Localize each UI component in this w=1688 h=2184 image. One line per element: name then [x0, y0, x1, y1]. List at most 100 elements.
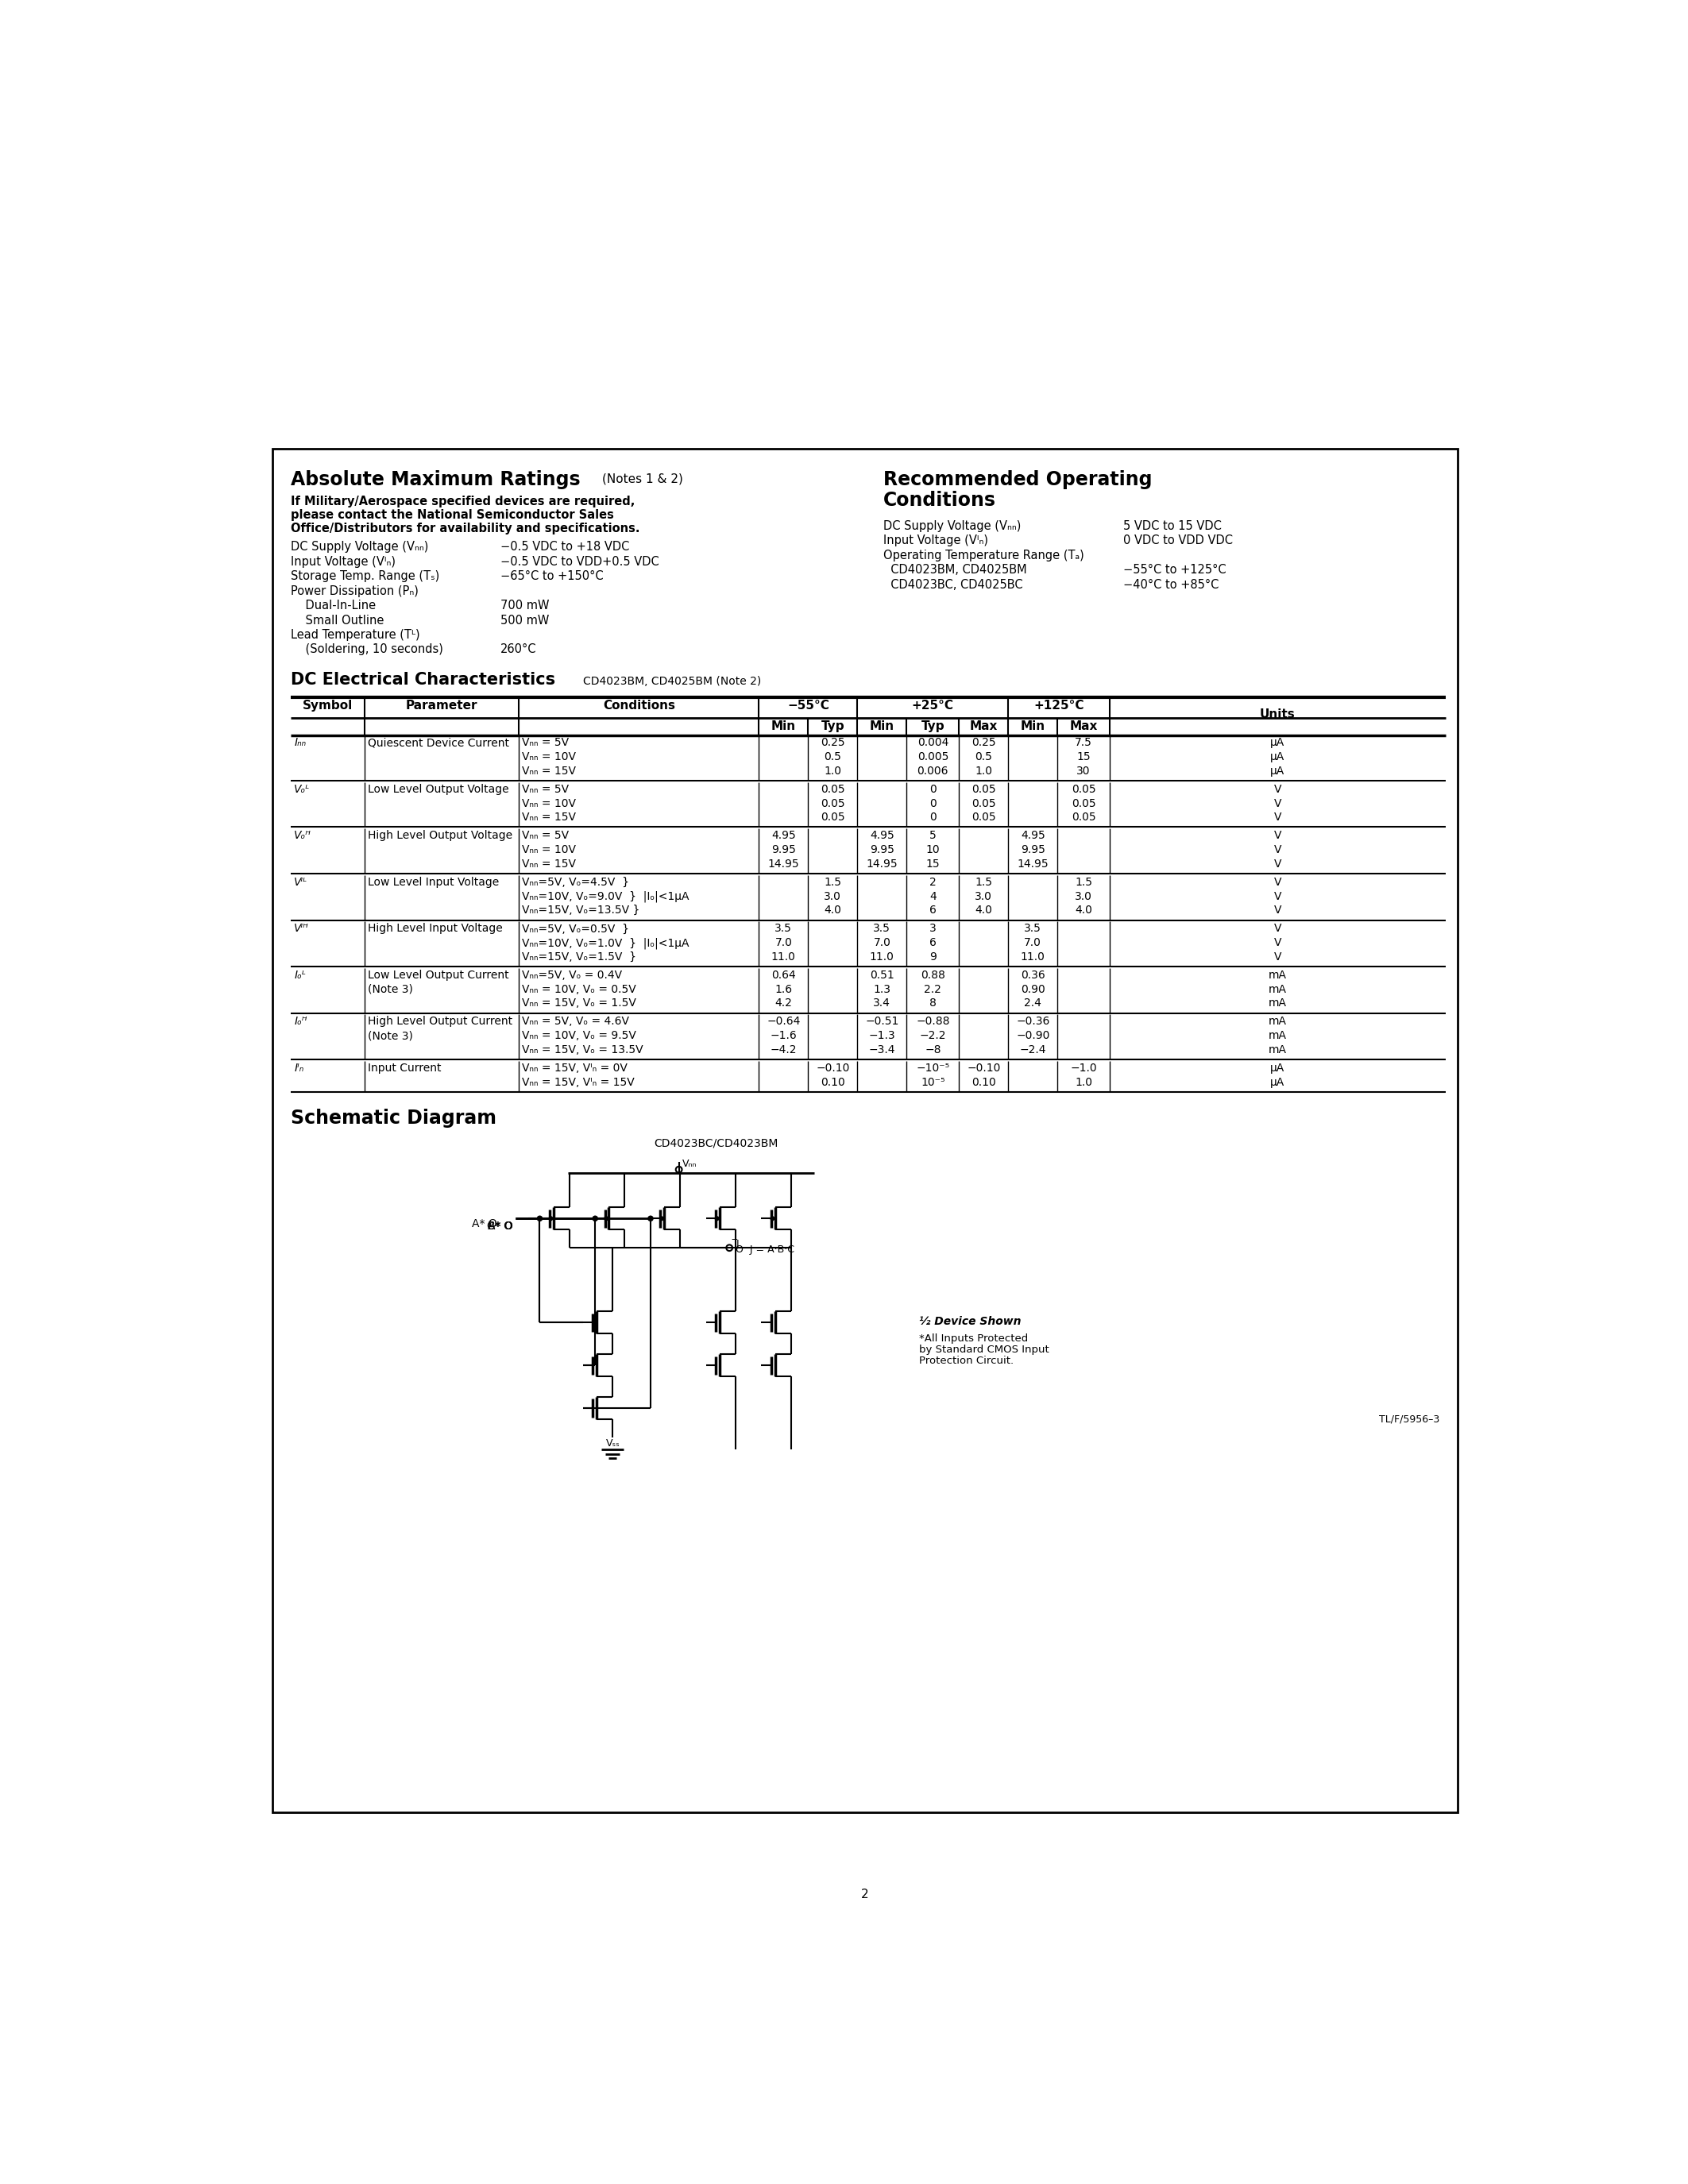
Text: Vₙₙ = 5V: Vₙₙ = 5V — [522, 784, 569, 795]
Text: Conditions: Conditions — [883, 491, 996, 509]
Text: 0.006: 0.006 — [917, 764, 949, 778]
Text: mA: mA — [1268, 970, 1286, 981]
Text: Conditions: Conditions — [603, 699, 675, 712]
Text: 15: 15 — [1077, 751, 1090, 762]
Text: 1.0: 1.0 — [976, 764, 993, 778]
Text: 0: 0 — [930, 797, 937, 808]
Text: (Soldering, 10 seconds): (Soldering, 10 seconds) — [290, 644, 444, 655]
Text: Operating Temperature Range (Tₐ): Operating Temperature Range (Tₐ) — [883, 550, 1084, 561]
Text: −3.4: −3.4 — [869, 1044, 895, 1055]
Text: Vₙₙ = 10V, Vₒ = 9.5V: Vₙₙ = 10V, Vₒ = 9.5V — [522, 1031, 636, 1042]
Circle shape — [537, 1216, 542, 1221]
Text: Iₒᴴ: Iₒᴴ — [294, 1016, 307, 1026]
Text: CD4023BC/CD4023BM: CD4023BC/CD4023BM — [653, 1138, 778, 1149]
Text: 1.0: 1.0 — [824, 764, 842, 778]
Text: 5: 5 — [930, 830, 937, 841]
Text: μA: μA — [1271, 764, 1285, 778]
Text: Units: Units — [1259, 708, 1295, 721]
Text: Iₒᴸ: Iₒᴸ — [294, 970, 306, 981]
Circle shape — [648, 1216, 653, 1221]
Text: Vₙₙ = 5V, Vₒ = 4.6V: Vₙₙ = 5V, Vₒ = 4.6V — [522, 1016, 630, 1026]
Text: Vₒᴴ: Vₒᴴ — [294, 830, 312, 841]
Text: C* O: C* O — [488, 1221, 513, 1232]
Text: 0.5: 0.5 — [976, 751, 993, 762]
Text: DC Supply Voltage (Vₙₙ): DC Supply Voltage (Vₙₙ) — [883, 520, 1021, 533]
Text: −1.0: −1.0 — [1070, 1064, 1097, 1075]
Text: −1.3: −1.3 — [869, 1031, 895, 1042]
Circle shape — [716, 1216, 719, 1221]
Text: Low Level Output Current: Low Level Output Current — [368, 970, 510, 981]
Text: 11.0: 11.0 — [1021, 952, 1045, 963]
Text: 14.95: 14.95 — [866, 858, 898, 869]
Text: Absolute Maximum Ratings: Absolute Maximum Ratings — [290, 470, 581, 489]
Text: 3.0: 3.0 — [1075, 891, 1092, 902]
Text: Low Level Input Voltage: Low Level Input Voltage — [368, 876, 500, 887]
Text: −65°C to +150°C: −65°C to +150°C — [500, 570, 603, 583]
Text: Vₙₙ = 10V, Vₒ = 0.5V: Vₙₙ = 10V, Vₒ = 0.5V — [522, 983, 636, 994]
Text: 10: 10 — [925, 845, 940, 856]
Text: mA: mA — [1268, 998, 1286, 1009]
Text: Vₙₙ = 10V: Vₙₙ = 10V — [522, 751, 576, 762]
Text: −0.10: −0.10 — [967, 1064, 1001, 1075]
Text: Office/Distributors for availability and specifications.: Office/Distributors for availability and… — [290, 522, 640, 535]
Text: V: V — [1274, 924, 1281, 935]
Text: Vₙₙ = 10V: Vₙₙ = 10V — [522, 797, 576, 808]
Text: −0.5 VDC to +18 VDC: −0.5 VDC to +18 VDC — [500, 542, 630, 553]
Text: 9.95: 9.95 — [771, 845, 795, 856]
Text: μA: μA — [1271, 738, 1285, 749]
Text: A* O: A* O — [488, 1221, 513, 1232]
Text: Vₙₙ = 15V, Vₒ = 13.5V: Vₙₙ = 15V, Vₒ = 13.5V — [522, 1044, 643, 1055]
Text: Vₙₙ = 5V: Vₙₙ = 5V — [522, 830, 569, 841]
Text: −0.64: −0.64 — [766, 1016, 800, 1026]
Text: −10⁻⁵: −10⁻⁵ — [917, 1064, 950, 1075]
Text: V: V — [1274, 845, 1281, 856]
Text: 0.10: 0.10 — [971, 1077, 996, 1088]
Text: μA: μA — [1271, 1064, 1285, 1075]
Text: Min: Min — [869, 721, 895, 732]
Text: 4.95: 4.95 — [869, 830, 895, 841]
Text: 3: 3 — [930, 924, 937, 935]
Text: V: V — [1274, 858, 1281, 869]
Text: V: V — [1274, 891, 1281, 902]
Text: 3.5: 3.5 — [775, 924, 792, 935]
Text: 5 VDC to 15 VDC: 5 VDC to 15 VDC — [1123, 520, 1222, 533]
Text: V: V — [1274, 904, 1281, 915]
Text: mA: mA — [1268, 1016, 1286, 1026]
Text: 0: 0 — [930, 784, 937, 795]
Text: 9: 9 — [930, 952, 937, 963]
Text: 0.05: 0.05 — [972, 797, 996, 808]
Text: +25°C: +25°C — [912, 699, 954, 712]
Text: Vₙₙ=5V, Vₒ=4.5V  }: Vₙₙ=5V, Vₒ=4.5V } — [522, 876, 630, 887]
Text: μA: μA — [1271, 1077, 1285, 1088]
Text: Parameter: Parameter — [405, 699, 478, 712]
Text: 0 VDC to VDD VDC: 0 VDC to VDD VDC — [1123, 535, 1232, 546]
Text: 0.05: 0.05 — [820, 812, 846, 823]
Text: Vₙₙ = 15V: Vₙₙ = 15V — [522, 858, 576, 869]
Text: mA: mA — [1268, 1044, 1286, 1055]
Text: If Military/Aerospace specified devices are required,: If Military/Aerospace specified devices … — [290, 496, 635, 507]
Text: Vₙₙ = 15V: Vₙₙ = 15V — [522, 764, 576, 778]
Text: CD4023BC, CD4025BC: CD4023BC, CD4025BC — [883, 579, 1023, 590]
Text: 4.95: 4.95 — [771, 830, 795, 841]
Text: 0.05: 0.05 — [972, 784, 996, 795]
Text: 0.005: 0.005 — [917, 751, 949, 762]
Text: 0.90: 0.90 — [1021, 983, 1045, 994]
Text: Dual-In-Line: Dual-In-Line — [290, 601, 376, 612]
Text: 0.25: 0.25 — [820, 738, 846, 749]
Bar — [272, 448, 1458, 1813]
Text: −55°C to +125°C: −55°C to +125°C — [1123, 563, 1225, 577]
Text: 4.0: 4.0 — [1075, 904, 1092, 915]
Text: −8: −8 — [925, 1044, 940, 1055]
Text: Vᴵᴴ: Vᴵᴴ — [294, 924, 309, 935]
Text: Small Outline: Small Outline — [290, 614, 385, 627]
Text: 30: 30 — [1077, 764, 1090, 778]
Text: 10⁻⁵: 10⁻⁵ — [920, 1077, 945, 1088]
Text: 1.5: 1.5 — [824, 876, 842, 887]
Text: 0.05: 0.05 — [820, 784, 846, 795]
Text: 4.2: 4.2 — [775, 998, 792, 1009]
Text: −0.51: −0.51 — [866, 1016, 898, 1026]
Text: 0.05: 0.05 — [1072, 812, 1096, 823]
Text: mA: mA — [1268, 983, 1286, 994]
Text: Vₙₙ = 15V: Vₙₙ = 15V — [522, 812, 576, 823]
Text: 260°C: 260°C — [500, 644, 537, 655]
